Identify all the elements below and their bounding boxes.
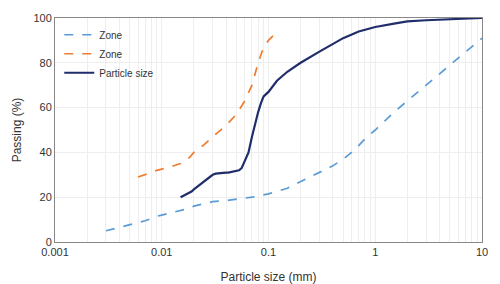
svg-text:Passing (%): Passing (%) <box>10 98 24 163</box>
svg-text:Zone: Zone <box>99 49 122 60</box>
svg-text:100: 100 <box>33 12 51 24</box>
svg-text:0.01: 0.01 <box>151 246 172 258</box>
svg-text:80: 80 <box>40 57 52 69</box>
svg-text:Zone: Zone <box>99 30 122 41</box>
svg-text:0: 0 <box>46 236 52 248</box>
svg-text:0.001: 0.001 <box>41 246 69 258</box>
svg-text:20: 20 <box>40 191 52 203</box>
svg-text:Particle size (mm): Particle size (mm) <box>220 270 316 284</box>
svg-text:60: 60 <box>40 101 52 113</box>
svg-text:0.1: 0.1 <box>261 246 276 258</box>
svg-text:Particle size: Particle size <box>99 68 153 79</box>
svg-text:10: 10 <box>476 246 488 258</box>
svg-text:40: 40 <box>40 146 52 158</box>
svg-text:1: 1 <box>372 246 378 258</box>
